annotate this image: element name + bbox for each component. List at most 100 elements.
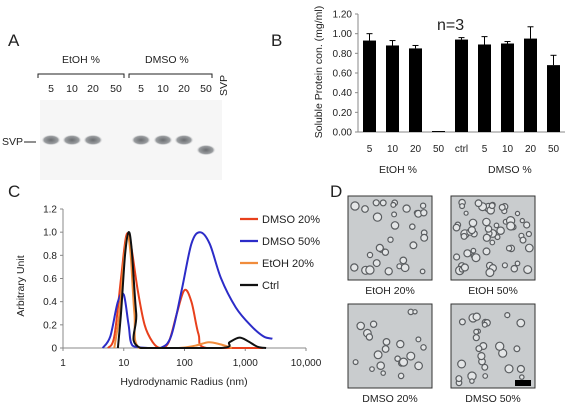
micrograph-particle [460, 263, 469, 272]
bar-chart-ylabel: Soluble Protein con. (mg/ml) [313, 6, 325, 138]
bar-group-label-dmso: DMSO % [488, 164, 532, 176]
micrograph-particle [369, 366, 375, 373]
bar-chart-category-label: 5 [482, 144, 488, 155]
micrograph-particle [452, 223, 461, 232]
micrograph-particle [369, 320, 378, 328]
line-chart-y-tick-label: 1.2 [43, 205, 57, 216]
micrograph-caption: DMSO 20% [362, 393, 417, 405]
micrograph-particle [474, 199, 483, 208]
micrograph-particle [516, 318, 526, 328]
micrograph-particle [387, 236, 394, 243]
line-chart-y-tick-label: 1.0 [43, 228, 57, 239]
micrograph-particle [467, 226, 476, 235]
micrograph-particle [496, 226, 505, 236]
micrograph-particle [372, 199, 380, 207]
legend-label: Ctrl [262, 280, 279, 292]
line-chart-ylabel: Arbitrary Unit [15, 255, 27, 316]
bar-chart-category-label: 10 [502, 144, 514, 155]
bar [524, 38, 537, 133]
micrograph-particle [523, 221, 531, 229]
micrograph-particle [513, 345, 521, 353]
bar-chart-y-tick-label: 0.20 [333, 108, 353, 119]
gel-lane-label: 10 [66, 83, 78, 95]
micrograph-particle [408, 223, 416, 231]
micrograph-grid: EtOH 20% EtOH 50% DMSO 20% DMSO 50% [347, 195, 536, 405]
bar-chart: 0.00 0.20 0.40 0.60 0.80 1.00 1.20 5 10 20 50 ctrl 5… [333, 10, 565, 155]
micrograph-particle [390, 201, 397, 208]
micrograph-particle [398, 357, 409, 367]
micrograph-particle [516, 364, 526, 374]
micrograph-particle [459, 203, 466, 210]
micrograph-particle [391, 211, 398, 218]
line-chart-x-tick-label: 1,000 [233, 358, 258, 369]
micrograph-particle [505, 245, 513, 252]
gel-lane-label: 20 [87, 83, 99, 95]
micrograph-particle [384, 267, 393, 276]
micrograph-particle [356, 321, 366, 331]
micrograph-particle [519, 217, 526, 224]
gel-lane-label: 50 [110, 83, 122, 95]
line-chart-legend: DMSO 20% DMSO 50% EtOH 20% Ctrl [240, 214, 320, 292]
micrograph-particle [493, 222, 500, 229]
gel-band [196, 144, 216, 156]
bar-chart-y-tick-label: 0.00 [333, 128, 353, 139]
micrograph-particle [485, 268, 495, 278]
micrograph-particle [350, 263, 359, 272]
micrograph-particle [415, 336, 422, 343]
gel-bracket-etoh [37, 73, 125, 78]
micrograph-particle [390, 221, 400, 230]
bar-chart-y-tick-label: 1.00 [333, 29, 353, 40]
micrograph-particle [489, 239, 496, 246]
panel-d: D EtOH 20% EtOH 50% DMSO 20% DMSO 50% [330, 182, 536, 405]
micrograph-particle [518, 374, 525, 380]
gel-lane-label: 50 [200, 83, 212, 95]
micrograph-caption: DMSO 50% [465, 393, 520, 405]
micrograph-particle [420, 233, 429, 242]
line-series-ctrl [116, 231, 267, 350]
micrograph-particle [457, 359, 467, 369]
micrograph-particle [477, 352, 486, 361]
scale-bar [515, 380, 531, 386]
micrograph-particle [510, 264, 519, 273]
micrograph-tile: EtOH 50% [450, 195, 536, 297]
micrograph-tile: DMSO 50% [450, 303, 536, 405]
micrograph-particle [420, 209, 428, 217]
bar-chart-category-label: 20 [410, 144, 422, 155]
line-chart-y-tick-label: 0 [51, 344, 57, 355]
micrograph-particle [498, 203, 506, 211]
micrograph-particle [495, 341, 505, 351]
bar [501, 43, 514, 132]
legend-label: EtOH 20% [262, 258, 314, 270]
micrograph-particle [525, 230, 533, 238]
line-chart: 0 0.2 0.4 0.6 0.8 1.0 1.2 1 10 100 1,000 10,000 [43, 205, 322, 370]
bar-chart-category-label: ctrl [455, 144, 468, 155]
micrograph-particle [506, 221, 516, 231]
micrograph-particle [419, 268, 426, 275]
micrograph-particle [468, 218, 478, 228]
line-chart-y-tick-label: 0.6 [43, 274, 57, 285]
micrograph-particle [381, 345, 390, 353]
gel-lane-labels: 5 10 20 50 5 10 20 50 [48, 83, 212, 95]
gel-group-label-etoh: EtOH % [62, 54, 100, 66]
bar [547, 65, 560, 132]
micrograph-particle [488, 202, 496, 210]
micrograph-particle [482, 217, 491, 227]
line-chart-y-tick-label: 0.4 [43, 297, 57, 308]
micrograph-particle [463, 210, 469, 216]
bar-chart-y-tick-label: 0.40 [333, 88, 353, 99]
micrograph-tile: DMSO 20% [347, 303, 433, 405]
micrograph-particle [523, 265, 533, 275]
micrograph-particle [472, 312, 481, 321]
micrograph-particle [406, 351, 416, 361]
legend-label: DMSO 50% [262, 236, 320, 248]
gel-svp-rotated-label: SVP [218, 75, 230, 96]
micrograph-image [450, 303, 536, 389]
bar-chart-category-label: 50 [548, 144, 560, 155]
micrograph-caption: EtOH 50% [468, 285, 518, 297]
gel-band [62, 134, 82, 146]
bar-chart-y-tick-label: 1.20 [333, 10, 353, 21]
bar-chart-category-label: 5 [367, 144, 373, 155]
micrograph-particle [409, 241, 418, 250]
bar-chart-category-label: 50 [433, 144, 445, 155]
micrograph-particle [524, 243, 534, 253]
